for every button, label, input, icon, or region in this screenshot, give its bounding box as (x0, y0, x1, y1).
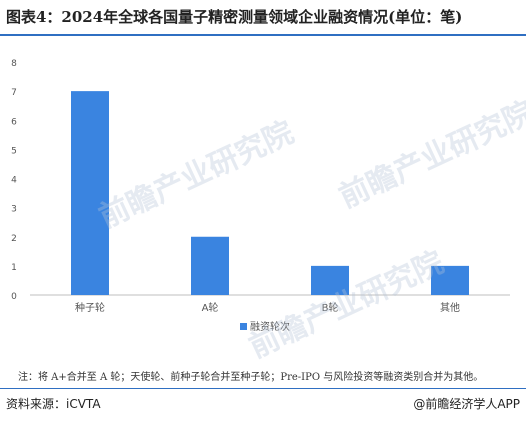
bar (71, 91, 109, 295)
footnote: 注：将 A+合并至 A 轮；天使轮、前种子轮合并至种子轮；Pre-IPO 与风险… (18, 372, 484, 383)
x-tick-label: B轮 (322, 301, 339, 314)
x-tick-label: 种子轮 (75, 301, 105, 314)
bar (431, 265, 469, 295)
legend-label: 融资轮次 (250, 320, 290, 333)
y-tick-label: 7 (11, 88, 17, 98)
x-tick-label: A轮 (202, 301, 219, 314)
y-tick-label: 3 (11, 205, 17, 215)
bar (311, 265, 349, 295)
legend-swatch (240, 323, 247, 330)
y-tick-label: 2 (11, 234, 17, 244)
x-tick-label: 其他 (440, 301, 460, 314)
chart-area: 0 1 2 3 4 5 6 7 8 种子轮 A轮 B轮 其他融资轮次 (0, 40, 526, 350)
y-tick-label: 1 (11, 263, 17, 273)
brand-text: @前瞻经济学人APP (413, 397, 520, 411)
y-tick-label: 0 (11, 292, 17, 302)
y-tick-label: 8 (11, 59, 17, 69)
y-tick-label: 4 (11, 176, 17, 186)
chart-title: 图表4：2024年全球各国量子精密测量领域企业融资情况(单位：笔) (6, 8, 463, 26)
bar (191, 236, 229, 295)
y-tick-label: 5 (11, 146, 17, 156)
y-tick-label: 6 (11, 117, 17, 127)
title-divider (0, 34, 526, 36)
footer-divider (0, 388, 526, 389)
source-text: 资料来源：iCVTA (6, 397, 101, 411)
